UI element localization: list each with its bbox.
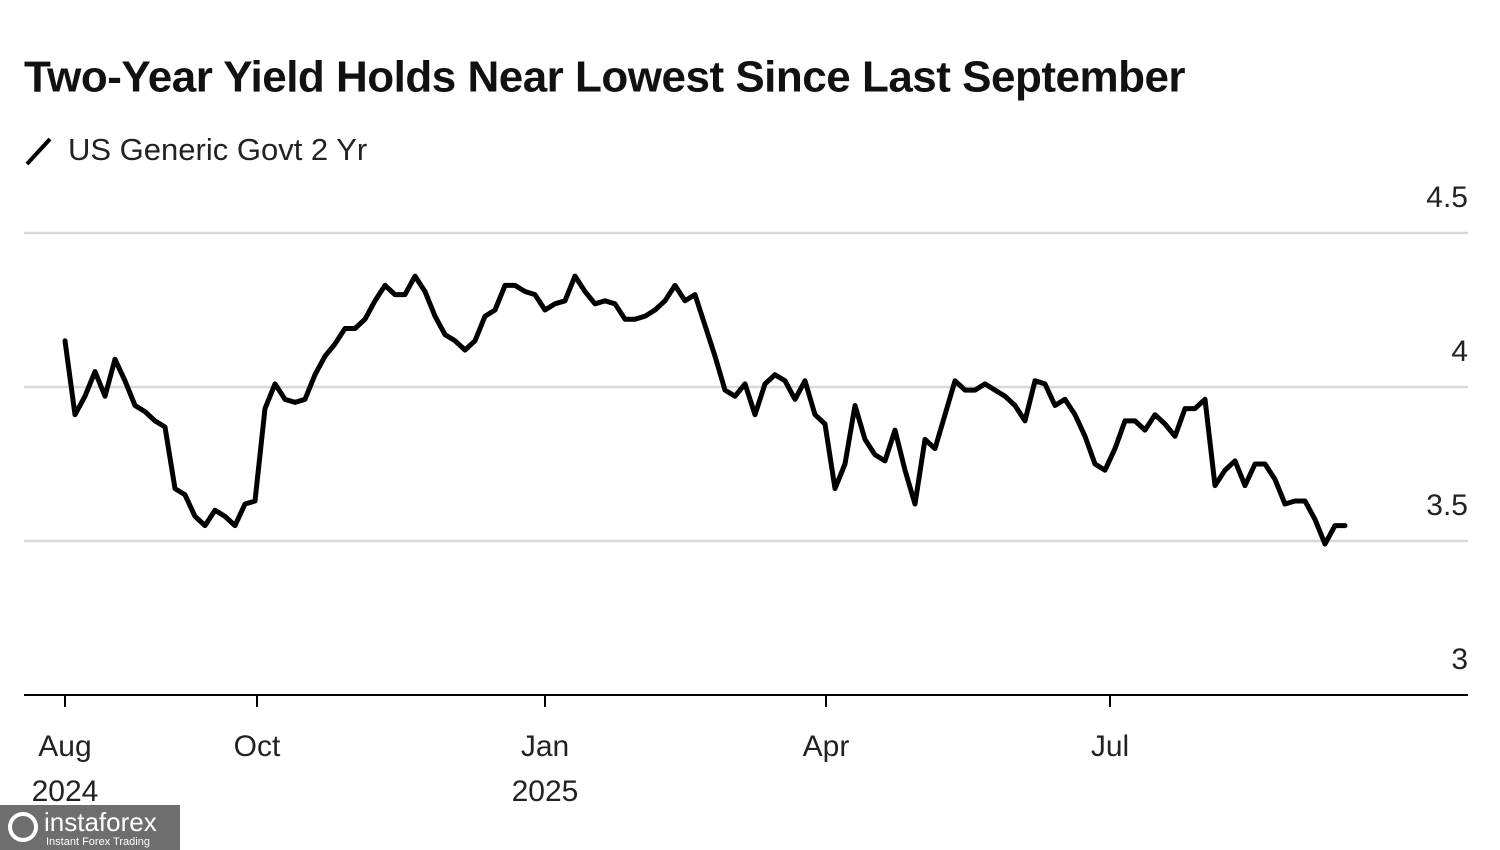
x-tick-year: 2024 xyxy=(32,775,99,808)
x-tick-year: 2025 xyxy=(512,775,579,808)
x-tick-label: Aug xyxy=(38,730,91,763)
watermark-bg xyxy=(0,805,180,850)
watermark-tagline: Instant Forex Trading xyxy=(46,836,150,848)
y-tick-label: 4.5 xyxy=(1426,181,1468,214)
chart-title: Two-Year Yield Holds Near Lowest Since L… xyxy=(24,53,1185,102)
watermark-name: instaforex xyxy=(44,807,157,837)
line-series xyxy=(62,273,1348,547)
y-tick-label: 3 xyxy=(1451,643,1468,676)
x-tick-label: Apr xyxy=(803,730,850,763)
y-tick-label: 3.5 xyxy=(1426,489,1468,522)
legend-swatch xyxy=(25,137,52,166)
watermark: instaforex Instant Forex Trading xyxy=(0,805,180,850)
x-tick-label: Jul xyxy=(1091,730,1129,763)
y-tick-label: 4 xyxy=(1451,335,1468,368)
x-tick-label: Oct xyxy=(234,730,281,763)
x-tick-label: Jan xyxy=(521,730,569,763)
watermark-logo xyxy=(8,812,38,842)
legend-label: US Generic Govt 2 Yr xyxy=(68,132,367,167)
